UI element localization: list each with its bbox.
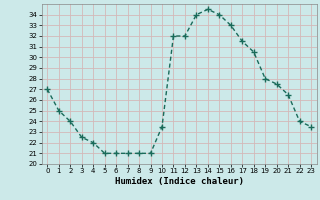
X-axis label: Humidex (Indice chaleur): Humidex (Indice chaleur) [115,177,244,186]
